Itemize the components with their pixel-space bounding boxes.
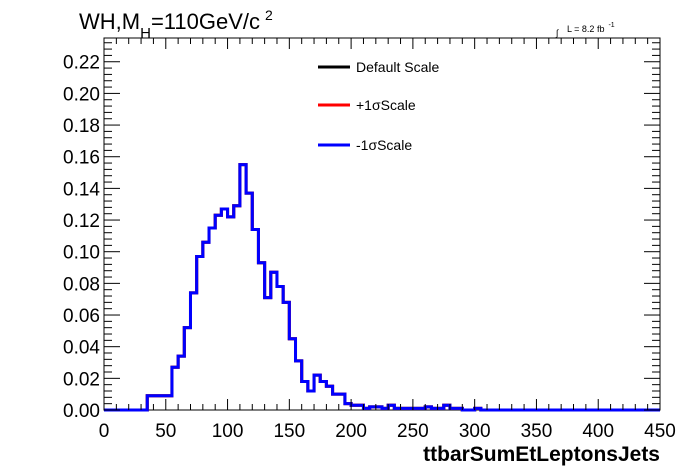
series-group	[104, 163, 660, 412]
plot-title: WH,MH=110GeV/c 2	[79, 7, 273, 42]
y-tick-label: 0.04	[63, 338, 100, 359]
lumi-integral-symbol: ∫	[555, 28, 560, 38]
x-tick-label: 100	[212, 421, 244, 442]
legend-label-2: -1σScale	[356, 137, 412, 153]
y-tick-label: 0.12	[63, 211, 100, 232]
lumi-text: L = 8.2 fb	[567, 24, 604, 34]
y-tick-label: 0.22	[63, 53, 100, 74]
plot-title-subscript: H	[140, 25, 151, 42]
y-tick-label: 0.08	[63, 274, 100, 295]
legend-label-0: Default Scale	[356, 59, 439, 75]
y-tick-label: 0.06	[63, 306, 100, 327]
plot-frame	[103, 37, 661, 411]
y-tick-label: 0.00	[63, 401, 100, 422]
series-line-1	[104, 163, 660, 412]
plot-title-superscript: 2	[265, 7, 273, 23]
x-tick-label: 450	[644, 421, 676, 442]
series-line-2	[104, 163, 660, 412]
y-tick-label: 0.02	[63, 369, 100, 390]
series-line-0	[104, 163, 660, 412]
x-tick-label: 300	[459, 421, 491, 442]
plot-title-main: WH,M	[79, 9, 140, 34]
y-tick-label: 0.20	[63, 84, 100, 105]
plot-title-rest: =110GeV/c	[151, 9, 260, 34]
x-axis: 0 50 100 150 200 250 300 350 400 450	[99, 38, 676, 442]
lumi-label: L = 8.2 fb -1	[567, 22, 615, 34]
x-tick-label: 250	[397, 421, 429, 442]
x-tick-label: 350	[521, 421, 553, 442]
legend-label-1: +1σScale	[356, 97, 416, 113]
y-tick-label: 0.10	[63, 243, 100, 264]
y-tick-label: 0.16	[63, 148, 100, 169]
x-tick-label: 400	[582, 421, 614, 442]
x-tick-label: 200	[335, 421, 367, 442]
y-tick-label: 0.14	[63, 179, 100, 200]
y-tick-label: 0.18	[63, 116, 100, 137]
x-tick-label: 50	[155, 421, 176, 442]
lumi-superscript: -1	[608, 22, 614, 29]
x-tick-label: 0	[99, 421, 110, 442]
y-axis: 0.00 0.02 0.04 0.06 0.08 0.10 0.12 0.14 0.16 0.18…	[63, 42, 660, 422]
x-tick-label: 150	[273, 421, 305, 442]
x-axis-label: ttbarSumEtLeptonsJets	[423, 443, 660, 466]
legend: Default Scale +1σScale -1σScale	[318, 59, 439, 153]
